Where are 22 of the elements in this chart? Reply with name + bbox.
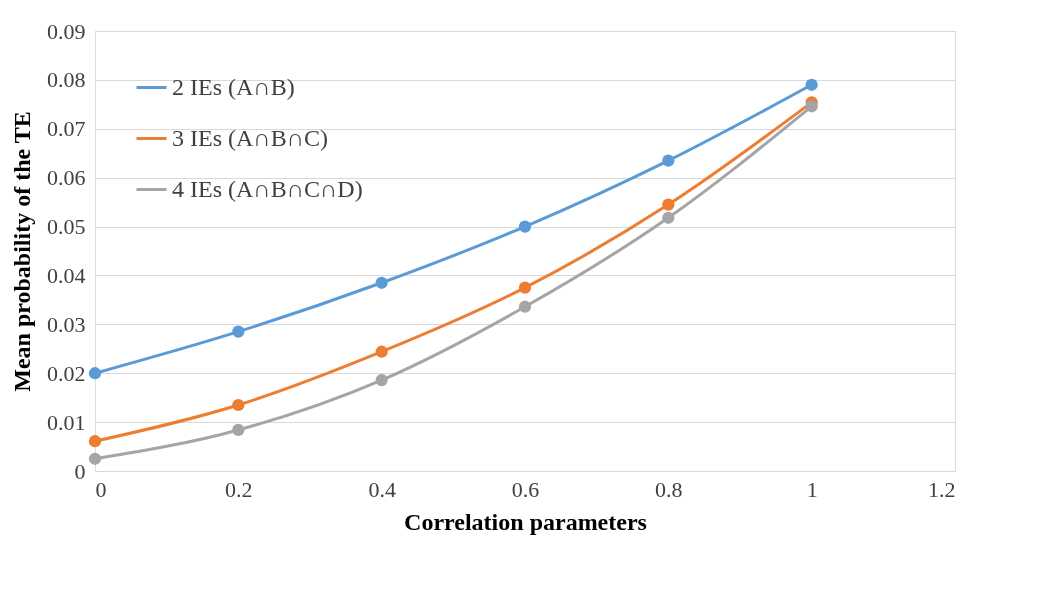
y-tick-label: 0.02	[47, 360, 86, 386]
x-tick-label: 0.6	[511, 476, 540, 502]
y-tick-label: 0.01	[47, 409, 86, 435]
y-tick-label: 0.06	[47, 165, 86, 191]
x-tick-label: 1	[806, 476, 818, 502]
y-tick-label: 0	[74, 458, 86, 484]
y-tick-label: 0.08	[47, 67, 86, 93]
legend-label: 4 IEs (A∩B∩C∩D)	[172, 175, 363, 202]
x-tick-label: 0.4	[368, 476, 396, 502]
x-tick-label: 0	[95, 476, 107, 502]
legend-label: 2 IEs (A∩B)	[172, 73, 295, 100]
y-axis-title: Mean probability of the TE	[9, 111, 35, 392]
x-axis-title: Correlation parameters	[404, 508, 647, 535]
legend-label: 3 IEs (A∩B∩C)	[172, 124, 328, 151]
y-tick-label: 0.05	[47, 214, 86, 240]
y-tick-label: 0.07	[47, 116, 86, 142]
y-tick-label: 0.09	[47, 18, 86, 44]
x-tick-label: 0.2	[225, 476, 253, 502]
x-tick-label: 0.8	[655, 476, 683, 502]
y-tick-label: 0.04	[47, 262, 86, 288]
y-tick-label: 0.03	[47, 311, 86, 337]
x-tick-label: 1.2	[928, 476, 956, 502]
